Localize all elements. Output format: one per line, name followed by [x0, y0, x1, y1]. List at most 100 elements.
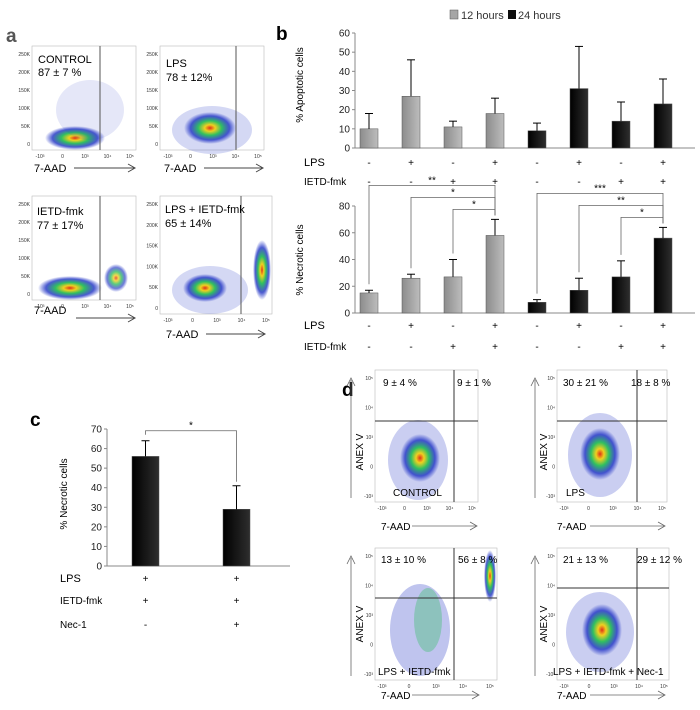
flow-y-tick-label: 50K [149, 124, 159, 130]
flow-y-tick-label: -10³ [546, 672, 555, 678]
density-cloud [580, 428, 620, 480]
condition-mark: - [535, 158, 538, 169]
density-cloud [38, 276, 102, 300]
y-tick-label: 60 [91, 444, 103, 455]
panel-letter-b: b [276, 24, 288, 45]
plot-stat: 65 ± 14% [165, 218, 212, 230]
significance-label: * [189, 421, 193, 432]
flow-x-tick-label: 0 [61, 154, 64, 160]
flow-x-tick-label: 10⁵ [262, 318, 270, 324]
flow-x-tick-label: 0 [191, 318, 194, 324]
chart-necrotic: % Necrotic cells LPS IETD-fmk 0 20 40 60 80 -… [295, 175, 695, 353]
flow-y-tick-label: -10³ [546, 494, 555, 500]
flow-x-tick-label: 0 [189, 154, 192, 160]
flow-x-tick-label: 0 [408, 684, 411, 690]
significance-bracket [452, 208, 496, 254]
plot-stat: 87 ± 7 % [38, 67, 82, 79]
panel-d: 9 ± 4 % 9 ± 1 % CONTROL ANEX V 7-AAD 30 … [346, 369, 682, 702]
plot-title: IETD-fmk [37, 206, 84, 218]
y-tick-label: 50 [91, 464, 103, 475]
q-upper-left: 13 ± 10 % [381, 555, 426, 566]
condition-mark: + [660, 321, 666, 332]
flow-y-tick-label: 0 [370, 465, 373, 471]
flow-x-tick-label: 0 [403, 506, 406, 512]
condition-mark: - [619, 321, 622, 332]
significance-label: * [472, 199, 476, 210]
flow-x-tick-label: 10⁵ [658, 506, 666, 512]
q-upper-right: 29 ± 12 % [637, 555, 682, 566]
legend-label-24h: 24 hours [518, 10, 561, 22]
flow-y-tick-label: 100K [146, 106, 158, 112]
significance-bracket [620, 216, 664, 255]
y-tick-label: 0 [344, 309, 350, 320]
flow-y-tick-label: 10⁵ [365, 554, 373, 560]
flow-y-tick-label: 0 [155, 142, 158, 148]
row-label-ietd: IETD-fmk [304, 177, 347, 188]
flow-x-tick-label: 0 [61, 304, 64, 310]
row-label-nec1: Nec-1 [60, 620, 87, 631]
x-axis-label: 7-AAD [381, 691, 410, 702]
flow-plot-lps-ietd: LPS + IETD-fmk 65 ± 14% 7-AAD [159, 195, 273, 341]
y-tick-label: 50 [339, 48, 351, 59]
flow-x-tick-label: 0 [588, 684, 591, 690]
density-cloud [45, 126, 105, 150]
flow-plot-lps: LPS 78 ± 12% 7-AAD [159, 45, 265, 175]
y-tick-label: 20 [339, 105, 351, 116]
flow-x-tick-label: 10³ [81, 154, 89, 160]
bar [485, 113, 505, 149]
condition-mark: + [234, 620, 240, 631]
row-label-lps: LPS [60, 573, 81, 585]
x-axis-label: 7-AAD [381, 522, 410, 533]
flow-y-tick-label: 200K [18, 70, 30, 76]
bar [611, 276, 631, 314]
legend-swatch-12h [449, 9, 459, 20]
flow-x-tick-label: -10³ [560, 684, 569, 690]
flow-y-tick-label: 100K [18, 106, 30, 112]
flow-x-tick-label: 10⁴ [634, 506, 642, 512]
flow-x-tick-label: 10⁵ [486, 684, 494, 690]
panel-letter-d: d [342, 380, 354, 401]
density-cloud [184, 112, 236, 144]
flow-y-tick-label: 10⁵ [547, 376, 555, 382]
bar [527, 302, 547, 314]
flow-x-tick-label: 10³ [423, 506, 431, 512]
flow-x-tick-label: -10³ [560, 506, 569, 512]
density-halo [390, 584, 450, 676]
row-label-lps: LPS [304, 320, 325, 332]
flow-x-tick-label: 10⁵ [254, 154, 262, 160]
q-upper-right: 9 ± 1 % [457, 378, 491, 389]
quad-plot-control: 9 ± 4 % 9 ± 1 % CONTROL ANEX V 7-AAD [346, 369, 491, 533]
y-tick-label: 30 [91, 503, 103, 514]
significance-bracket [368, 184, 496, 285]
condition-mark: - [409, 342, 412, 353]
q-upper-left: 9 ± 4 % [383, 378, 417, 389]
panel-a: CONTROL 87 ± 7 % 7-AAD LPS 78 ± 12% 7-AA… [31, 45, 273, 341]
q-upper-left: 30 ± 21 % [563, 378, 608, 389]
condition-mark: + [143, 596, 149, 607]
y-tick-label: 40 [339, 67, 351, 78]
condition-mark: - [367, 177, 370, 188]
flow-y-tick-label: 10⁴ [547, 406, 555, 412]
flow-x-tick-label: 10⁴ [104, 154, 112, 160]
flow-x-tick-label: -10³ [164, 318, 173, 324]
y-axis-label: % Apoptotic cells [295, 47, 306, 123]
plot-title: CONTROL [38, 54, 92, 66]
flow-y-tick-label: 200K [146, 70, 158, 76]
density-cloud-right [253, 240, 271, 300]
y-tick-label: 40 [91, 483, 103, 494]
flow-y-tick-label: 0 [27, 292, 30, 298]
flow-x-tick-label: 10⁴ [238, 318, 246, 324]
chart-nec1: % Necrotic cells LPS IETD-fmk Nec-1 0 10 2… [59, 421, 290, 631]
bar [359, 292, 379, 314]
flow-x-tick-label: -10³ [378, 684, 387, 690]
q-upper-right: 56 ± 8 % [458, 555, 498, 566]
condition-mark: - [409, 177, 412, 188]
density-cloud [183, 274, 227, 302]
arrow-head [469, 521, 478, 531]
flow-x-tick-label: 10⁴ [446, 506, 454, 512]
flow-y-tick-label: 0 [27, 142, 30, 148]
arrow-head [255, 163, 265, 173]
plot-stat: 77 ± 17% [37, 220, 84, 232]
density-cloud [582, 604, 622, 656]
